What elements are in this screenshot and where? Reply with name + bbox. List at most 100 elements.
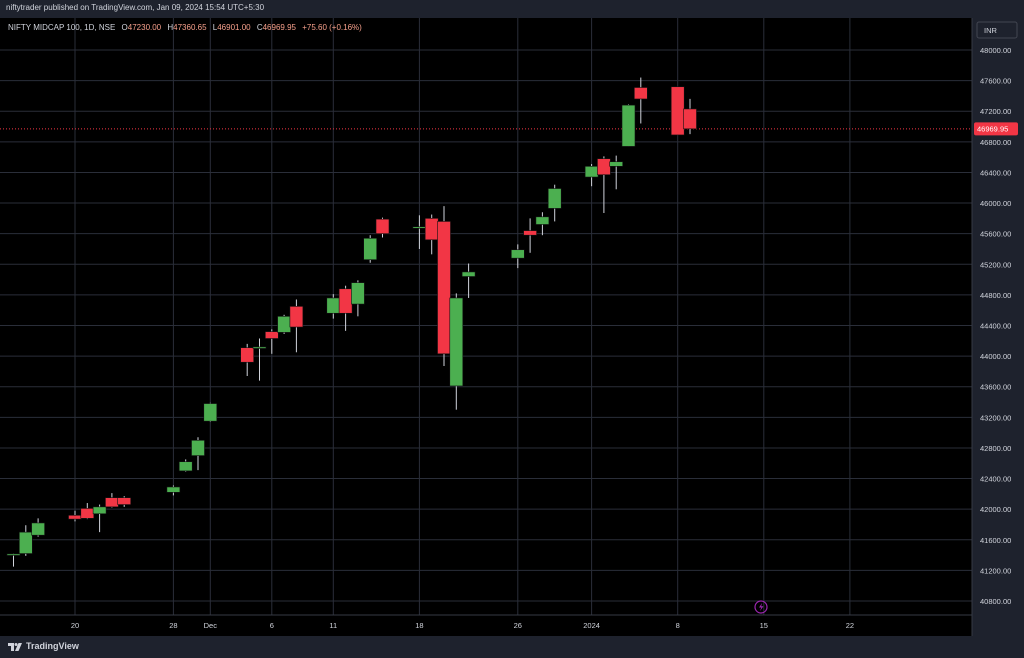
footer: TradingView <box>0 636 1024 658</box>
candle <box>18 525 33 556</box>
legend-open: 47230.00 <box>128 23 162 32</box>
candle-body-down <box>670 86 685 136</box>
candle-body-up <box>203 403 218 422</box>
price-tick-label: 46000.00 <box>980 199 1011 208</box>
time-tick-label: 26 <box>514 621 522 630</box>
candle-body-up <box>535 216 550 225</box>
legend-l-label: L <box>213 23 218 32</box>
candle-body-up <box>326 297 341 314</box>
lightning-icon[interactable] <box>754 600 768 614</box>
legend-h-label: H <box>167 23 173 32</box>
candle <box>363 235 378 263</box>
candle-body-up <box>621 104 636 147</box>
legend-o-label: O <box>122 23 128 32</box>
candle-body-down <box>68 514 82 520</box>
candle <box>264 329 279 354</box>
candle <box>449 293 464 410</box>
candle-body-down <box>597 158 611 176</box>
candle-body-down <box>105 497 119 508</box>
price-tick-label: 42400.00 <box>980 475 1011 484</box>
plot-area[interactable] <box>0 18 972 636</box>
candle-body-up <box>412 226 427 229</box>
legend-c-label: C <box>257 23 263 32</box>
candle-body-down <box>683 108 697 130</box>
currency-button[interactable]: INR <box>976 21 1018 39</box>
candle <box>621 104 636 147</box>
candle-body-up <box>6 553 21 556</box>
candle-body-up <box>18 531 33 554</box>
candle-body-up <box>351 282 365 305</box>
price-tick-label: 45200.00 <box>980 260 1011 269</box>
candle-body-up <box>584 166 599 178</box>
legend-close: 46969.95 <box>263 23 297 32</box>
candle-body-down <box>289 306 304 328</box>
legend-high: 47360.65 <box>173 23 207 32</box>
time-tick-label: 18 <box>415 621 423 630</box>
price-tick-label: 42000.00 <box>980 505 1011 514</box>
candle <box>6 553 21 567</box>
candles <box>6 77 697 567</box>
candlestick-chart[interactable]: 48000.00 47600.00 47200.00 46800.00 46400.00… <box>0 18 1024 636</box>
price-tick-label: 45600.00 <box>980 230 1011 239</box>
candle-body-down <box>117 497 131 505</box>
price-tick-label: 42800.00 <box>980 444 1011 453</box>
price-tick-label: 47600.00 <box>980 77 1011 86</box>
candle-body-down <box>264 331 279 339</box>
price-tick-label: 41200.00 <box>980 566 1011 575</box>
time-tick-label: 15 <box>760 621 768 630</box>
candle <box>92 504 107 533</box>
candle-body-down <box>633 87 648 100</box>
price-tick-label: 44000.00 <box>980 352 1011 361</box>
time-tick-label: 6 <box>270 621 274 630</box>
candle <box>191 437 205 471</box>
last-price-label: 46969.95 <box>974 122 1018 136</box>
tradingview-logo-icon[interactable] <box>8 641 22 653</box>
candle-body-down <box>338 288 353 314</box>
time-tick-label: 11 <box>329 621 337 630</box>
legend-symbol: NIFTY MIDCAP 100, 1D, NSE <box>8 23 115 32</box>
candle <box>166 485 181 496</box>
candle-body-up <box>31 522 45 536</box>
candle-body-up <box>449 297 464 387</box>
candle-body-down <box>240 347 254 363</box>
candle-body-up <box>461 271 476 277</box>
price-axis-ticks: 48000.00 47600.00 47200.00 46800.00 46400.00… <box>980 46 1011 606</box>
price-tick-label: 41600.00 <box>980 536 1011 545</box>
candle-body-down <box>375 218 390 234</box>
legend-change: +75.60 (+0.16%) <box>302 23 362 32</box>
time-axis-ticks: 20 28 Dec 6 11 18 26 2024 8 15 22 <box>71 621 854 630</box>
candle <box>609 155 624 190</box>
tradingview-brand[interactable]: TradingView <box>26 641 79 651</box>
candle <box>117 496 131 507</box>
candle <box>252 338 267 381</box>
candle <box>203 402 218 422</box>
price-tick-label: 44800.00 <box>980 291 1011 300</box>
candle-body-up <box>363 237 378 260</box>
grid <box>0 18 972 615</box>
price-tick-label: 44400.00 <box>980 322 1011 331</box>
price-tick-label: 46400.00 <box>980 168 1011 177</box>
candle <box>375 217 390 238</box>
price-axis[interactable] <box>972 18 1024 636</box>
price-tick-label: 46800.00 <box>980 138 1011 147</box>
price-tick-label: 48000.00 <box>980 46 1011 55</box>
candle <box>547 184 562 222</box>
candle <box>424 214 439 255</box>
currency-label: INR <box>984 26 998 35</box>
time-tick-label: 28 <box>169 621 177 630</box>
publisher-bar: niftytrader published on TradingView.com… <box>0 0 1024 18</box>
candle <box>683 98 697 135</box>
candle-body-up <box>609 161 624 167</box>
candle-body-up <box>547 188 562 209</box>
candle-body-up <box>191 439 205 456</box>
time-tick-label: 20 <box>71 621 79 630</box>
price-tick-label: 47200.00 <box>980 107 1011 116</box>
candle <box>31 518 45 537</box>
candle-body-down <box>437 221 451 355</box>
candle <box>240 343 254 377</box>
price-tick-label: 40800.00 <box>980 597 1011 606</box>
time-tick-label: 8 <box>676 621 680 630</box>
candle <box>597 156 611 214</box>
candle <box>289 299 304 353</box>
candle <box>351 280 365 317</box>
